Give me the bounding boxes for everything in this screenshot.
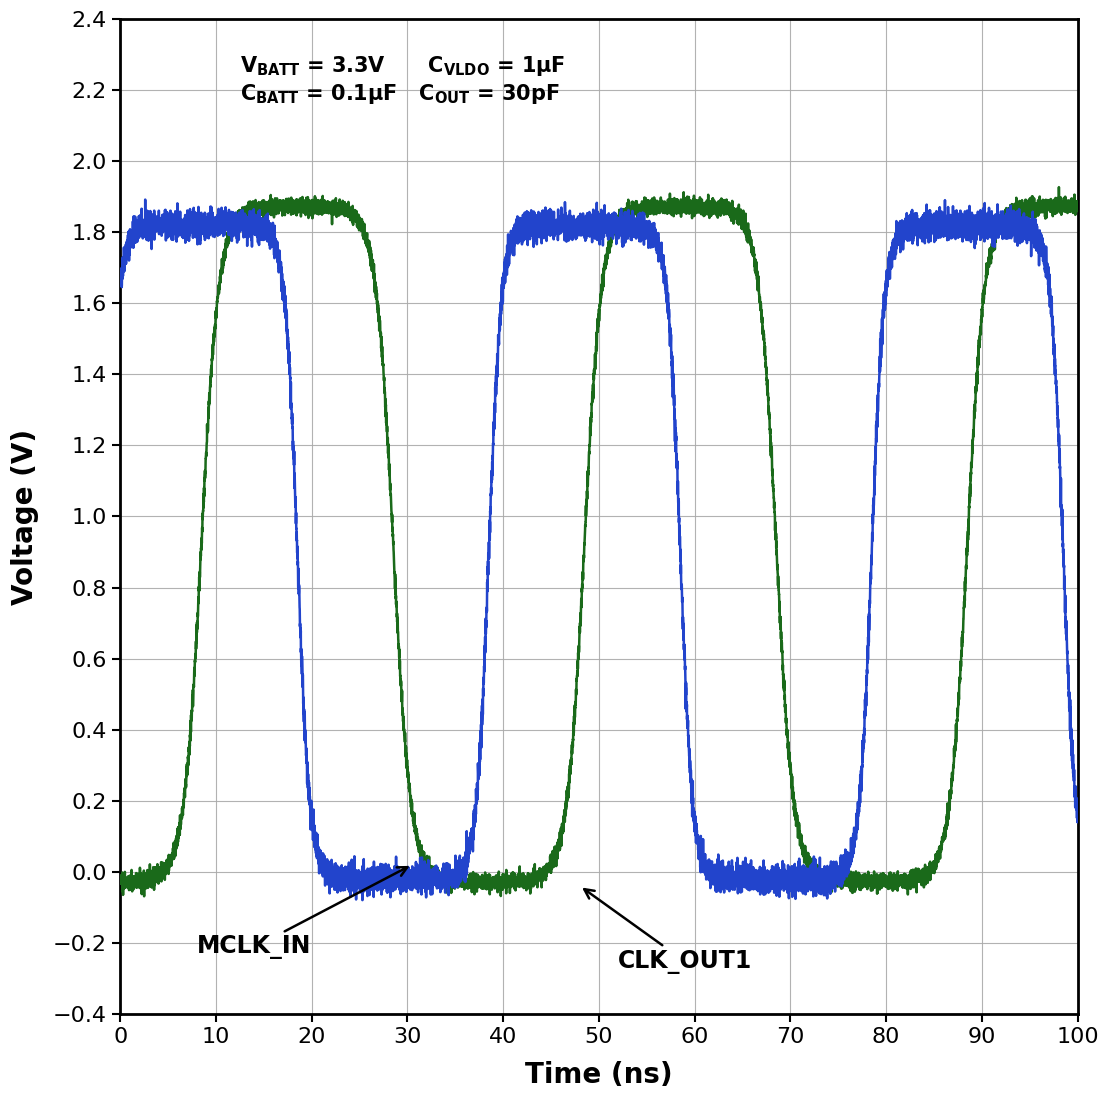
Text: $\mathbf{V_{BATT}}$ = 3.3V      $\mathbf{C_{VLDO}}$ = 1μF
$\mathbf{C_{BATT}}$ = : $\mathbf{V_{BATT}}$ = 3.3V $\mathbf{C_{V… (240, 54, 565, 106)
Text: MCLK_IN: MCLK_IN (196, 867, 407, 959)
Y-axis label: Voltage (V): Voltage (V) (11, 428, 39, 605)
Text: CLK_OUT1: CLK_OUT1 (584, 889, 753, 974)
X-axis label: Time (ns): Time (ns) (525, 1060, 673, 1089)
